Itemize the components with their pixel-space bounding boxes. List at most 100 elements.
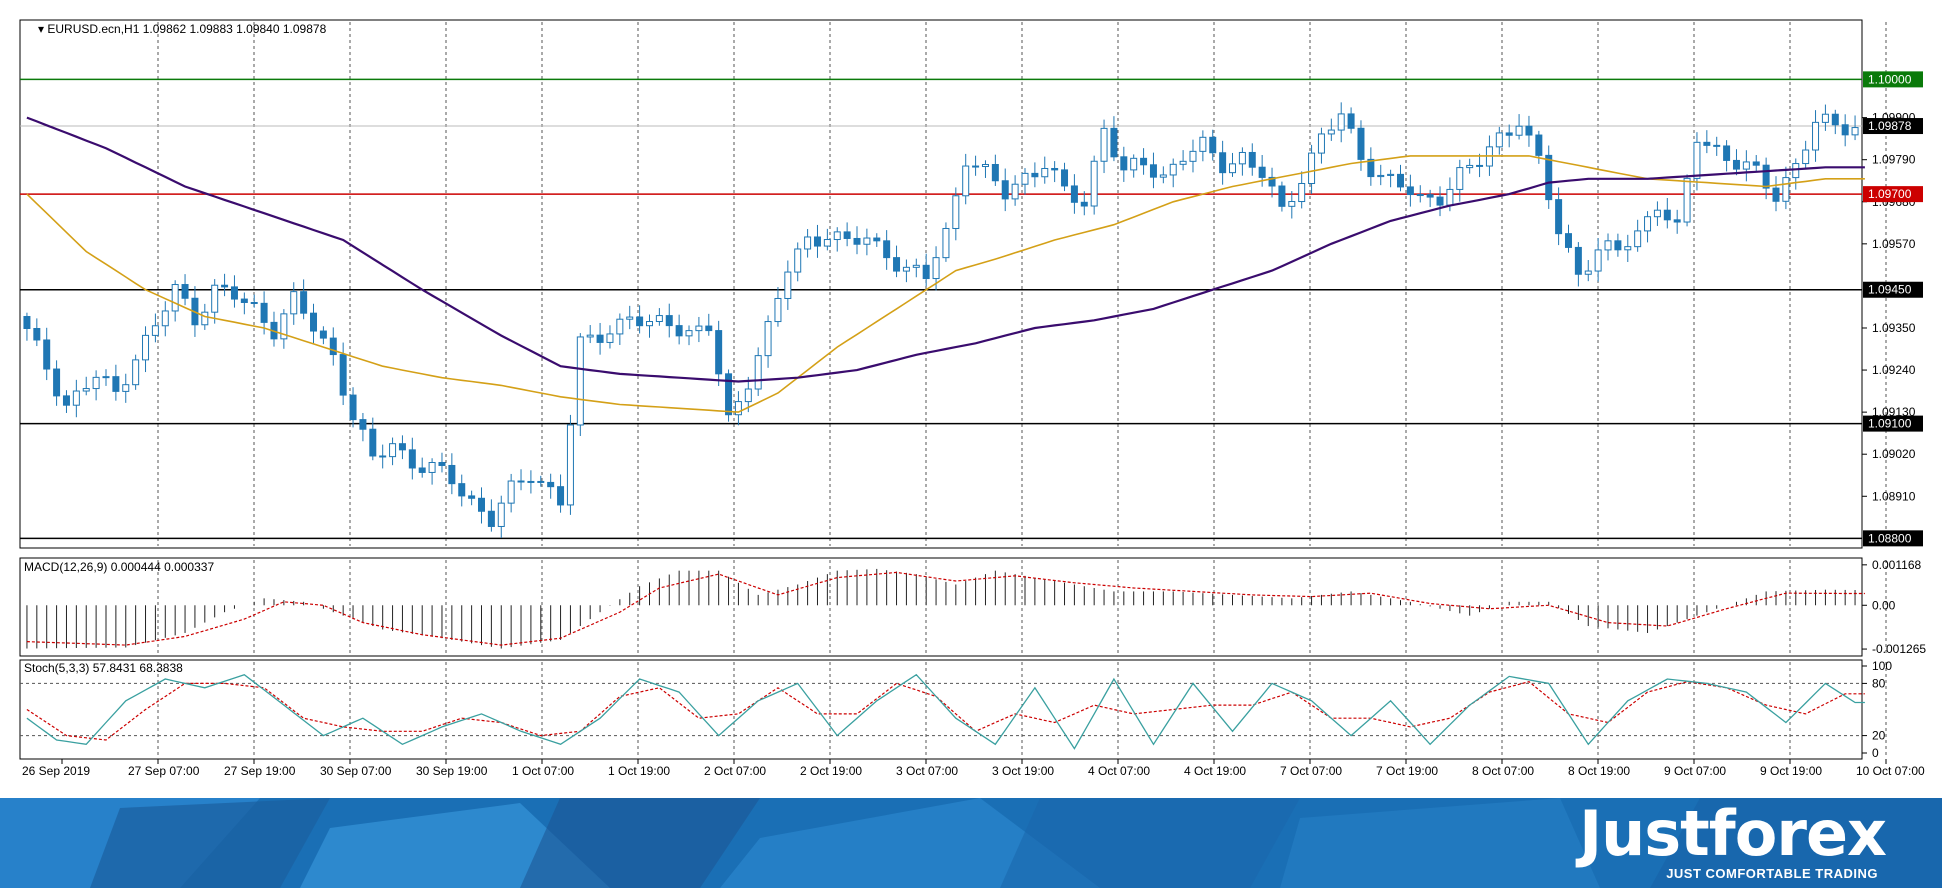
candle-body [428,462,436,473]
stochastic-panel: 100 80 20 0 Stoch(5,3,3) 57.8431 68.3838 [19,659,1892,760]
candle-body [1070,185,1078,203]
stochastic-gridlines [20,662,1887,757]
time-tick-label: 3 Oct 19:00 [992,764,1054,778]
candle-body [1505,132,1513,136]
candle-body [408,449,416,469]
candle-body [1397,173,1404,188]
candle-body [1051,167,1059,171]
candle-body [1110,127,1118,158]
candle-body [1278,185,1286,207]
candle-body [813,236,821,247]
candle-body [23,316,31,329]
candle-body [715,330,723,375]
candle-body [1624,246,1632,251]
candle-body [754,355,762,390]
time-tick-label: 9 Oct 19:00 [1760,764,1822,778]
candle-body [695,325,703,332]
stoch-tick-label: 0 [1872,746,1879,760]
macd-axis: 0.001168 0.00 -0.001265 [1862,558,1926,656]
candle-body [1821,113,1829,123]
candle-body [1308,152,1316,184]
candle-body [705,325,713,332]
level-label: 1.09100 [1868,417,1912,431]
candle-body [873,237,881,242]
candle-body [1545,154,1553,201]
candle-body [1812,121,1820,151]
candle-body [991,163,999,182]
candle-body [902,266,910,272]
candle-body [804,236,812,250]
candle-body [211,284,219,313]
candle-body [734,401,742,416]
candle-body [1426,194,1434,198]
candle-body [1782,177,1790,202]
stoch-tick-label: 100 [1872,659,1892,673]
macd-label: MACD(12,26,9) 0.000444 0.000337 [24,560,214,574]
candle-body [616,318,624,335]
candle-body [72,390,80,406]
candle-body [1831,113,1839,126]
level-label-box [1863,186,1923,203]
brand-tagline: JUST COMFORTABLE TRADING [1666,866,1878,881]
macd-tick-label: 0.00 [1872,598,1896,612]
candle-body [389,443,397,458]
candle-body [1209,136,1217,154]
candle-body [566,424,574,506]
candle-body [319,330,327,339]
candle-body [33,327,41,341]
candle-body [1436,196,1444,206]
candle-body [379,455,387,458]
candle-body [586,334,594,338]
candle-body [1367,158,1375,178]
candle-body [1061,169,1069,187]
candle-body [1080,201,1088,207]
candle-body [478,497,485,512]
candle-body [794,248,802,273]
time-tick-label: 1 Oct 07:00 [512,764,574,778]
candle-body [221,284,229,288]
candle-body [863,237,871,245]
macd-tick-label: -0.001265 [1872,642,1926,656]
time-tick-label: 2 Oct 19:00 [800,764,862,778]
candle-body [1347,113,1355,129]
stochastic-main-line [26,673,1865,750]
price-tick-label: 1.09790 [1872,153,1916,167]
candle-body [1229,163,1237,174]
candle-body [1851,127,1859,136]
candle-body [468,495,476,499]
candle-body [1406,186,1414,196]
candle-body [1515,125,1523,136]
candle-body [1031,172,1039,178]
candle-body [932,257,940,280]
candle-body [962,165,970,197]
candle-body [458,483,466,497]
level-label-box [1863,118,1923,135]
candle-body [62,395,70,406]
candle-body [151,325,159,336]
candle-body [527,480,535,483]
candle-body [1100,127,1108,162]
candle-body [833,231,841,241]
candle-body [596,334,604,343]
brand-logo: Justforex [1579,797,1887,870]
level-label-box [1863,415,1923,432]
candle-body [142,334,150,361]
candle-body [102,376,110,379]
stochastic-label: Stoch(5,3,3) 57.8431 68.3838 [24,661,183,675]
time-tick-label: 30 Sep 07:00 [320,764,392,778]
candle-body [398,443,406,451]
candle-body [132,359,140,386]
candle-body [1090,160,1098,207]
symbol-title: ▾ EURUSD.ecn,H1 1.09862 1.09883 1.09840 … [38,22,327,36]
candle-body [230,286,238,300]
candle-body [843,231,851,239]
time-axis: 26 Sep 2019 27 Sep 07:00 27 Sep 19:00 30 Se… [22,759,1925,778]
candle-body [1130,157,1138,171]
horizontal-levels [20,78,1862,540]
candle-body [448,464,456,485]
candle-body [53,368,61,397]
candle-body [1169,163,1177,176]
level-label: 1.10000 [1868,72,1912,86]
candle-body [329,337,337,356]
candle-body [1189,150,1197,162]
